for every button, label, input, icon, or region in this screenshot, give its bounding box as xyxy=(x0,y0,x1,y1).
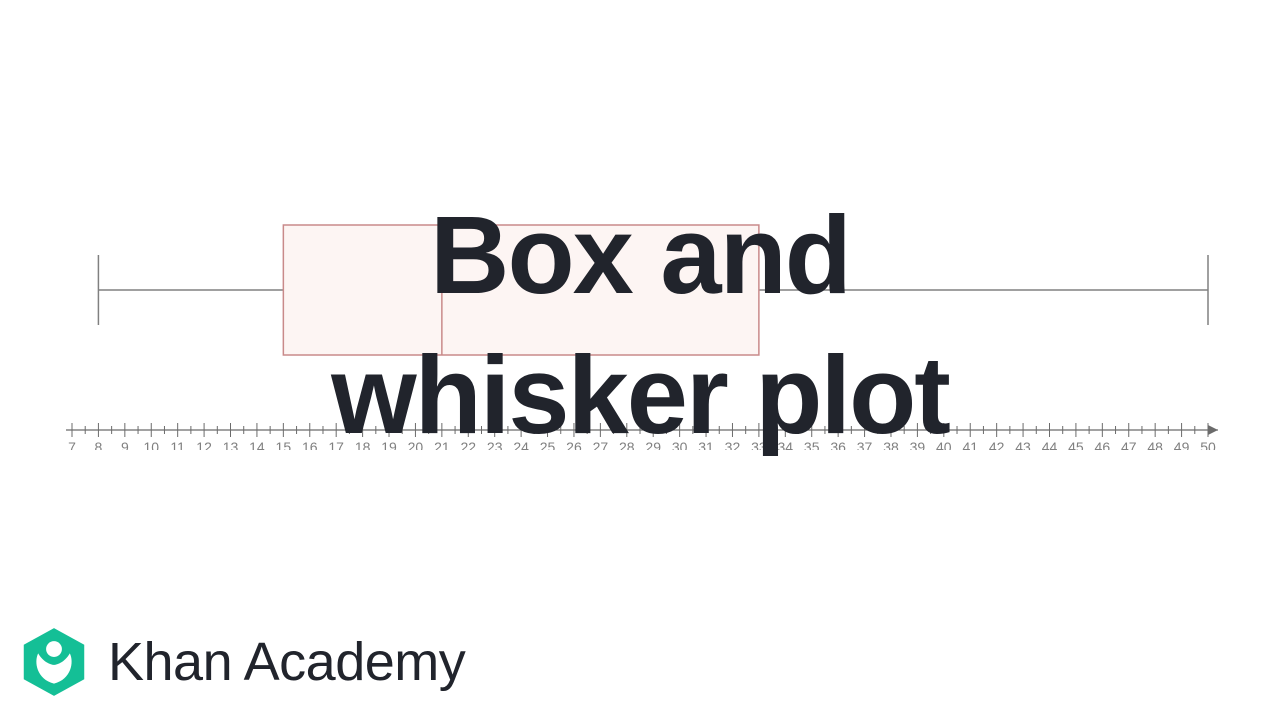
brand-name: Khan Academy xyxy=(108,631,465,693)
brand-hex-icon xyxy=(18,626,90,698)
title-line-1: Box and xyxy=(0,198,1280,314)
title-line-2: whisker plot xyxy=(0,338,1280,454)
brand-logo-area: Khan Academy xyxy=(18,626,465,698)
